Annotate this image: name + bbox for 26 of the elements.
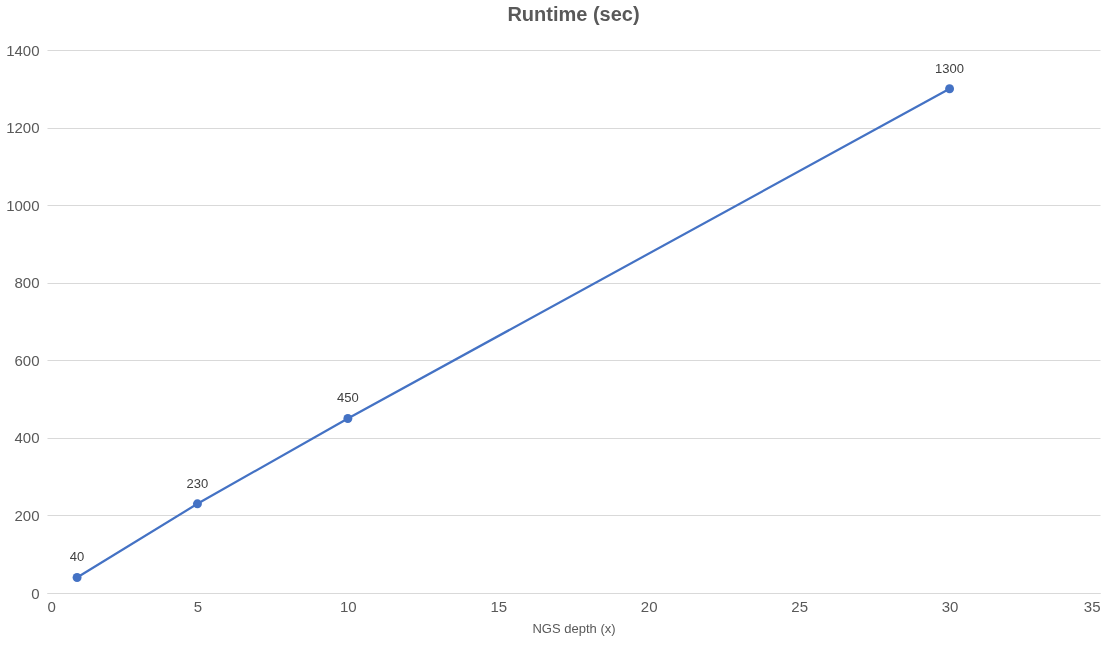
y-tick-label: 200 bbox=[14, 506, 40, 524]
x-tick-label: 5 bbox=[193, 597, 203, 615]
y-tick-label: 600 bbox=[14, 351, 40, 369]
x-tick-label: 15 bbox=[490, 597, 508, 615]
y-tick-label: 1400 bbox=[6, 41, 40, 59]
data-label: 230 bbox=[186, 475, 209, 491]
x-tick-label: 0 bbox=[47, 597, 56, 615]
data-label: 40 bbox=[69, 549, 85, 565]
x-axis-title: NGS depth (x) bbox=[532, 620, 616, 636]
x-tick-label: 25 bbox=[791, 597, 808, 615]
data-label: 1300 bbox=[935, 60, 965, 76]
x-tick-label: 20 bbox=[640, 597, 658, 615]
data-label: 450 bbox=[337, 390, 359, 406]
point bbox=[945, 84, 955, 94]
y-tick-label: 400 bbox=[14, 429, 40, 447]
x-tick-label: 30 bbox=[941, 597, 959, 615]
x-tick-label: 10 bbox=[340, 597, 357, 615]
y-tick-label: 1200 bbox=[6, 119, 40, 137]
y-tick-label: 1000 bbox=[6, 196, 40, 214]
y-tick-label: 0 bbox=[31, 584, 40, 602]
x-tick-label: 35 bbox=[1083, 597, 1101, 615]
point bbox=[343, 414, 353, 423]
point bbox=[72, 573, 82, 582]
y-tick-label: 800 bbox=[14, 274, 40, 292]
chart-title: Runtime (sec) bbox=[507, 3, 640, 25]
point bbox=[192, 499, 202, 509]
